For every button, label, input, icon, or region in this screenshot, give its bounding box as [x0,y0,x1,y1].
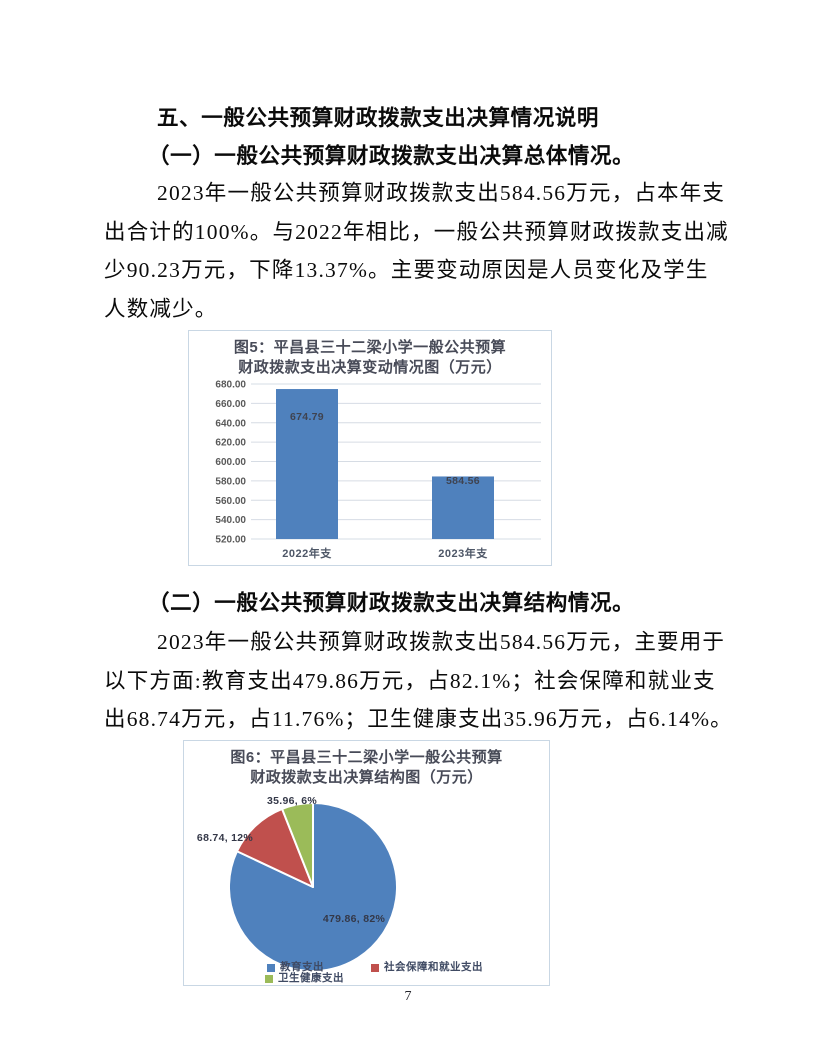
figure6-title-line2: 财政拨款支出决算结构图（万元） [250,768,483,786]
page-number: 7 [404,989,412,1004]
legend-marker [267,963,275,972]
paragraph-line: 少90.23万元，下降13.37%。主要变动原因是人员变化及学生 [104,258,709,282]
figure6-title: 图6：平昌县三十二梁小学一般公共预算 财政拨款支出决算结构图（万元） [184,748,549,787]
y-axis-tick-label: 620.00 [215,438,246,449]
subsection-1-heading: （一）一般公共预算财政拨款支出决算总体情况。 [148,144,635,168]
figure5-title: 图5：平昌县三十二梁小学一般公共预算 财政拨款支出决算变动情况图（万元） [189,338,551,377]
y-axis-tick-label: 560.00 [215,496,246,507]
section-heading: 五、一般公共预算财政拨款支出决算情况说明 [157,106,600,130]
bar-value-label: 674.79 [290,411,324,423]
bar-value-label: 584.56 [446,475,480,487]
figure5-title-line2: 财政拨款支出决算变动情况图（万元） [238,358,502,376]
legend-label: 教育支出 [280,961,324,973]
paragraph-line: 出68.74万元，占11.76%；卫生健康支出35.96万元，占6.14%。 [104,707,733,731]
y-axis-tick-label: 680.00 [215,380,246,391]
bar-2022年支 [276,389,338,539]
legend-item-教育支出: 教育支出 [267,962,324,973]
legend-marker [371,963,379,972]
figure5-title-line1: 图5：平昌县三十二梁小学一般公共预算 [233,339,507,356]
x-axis-category-label: 2022年支 [282,546,332,560]
y-axis-tick-label: 660.00 [215,399,246,410]
figure6-pie-chart: 479.86, 82% 68.74, 12% 35.96, 6% 教育支出 社会保障和… [183,740,550,986]
y-axis-tick-label: 540.00 [215,515,246,526]
paragraph-line: 出合计的100%。与2022年相比，一般公共预算财政拨款支出减 [104,219,729,244]
paragraph-line: 2023年一般公共预算财政拨款支出584.56万元，占本年支 [157,181,726,205]
y-axis-tick-label: 520.00 [215,535,246,546]
y-axis-tick-label: 580.00 [215,476,246,487]
legend-marker [265,974,273,983]
legend-label: 社会保障和就业支出 [384,961,483,973]
subsection-2-heading: （二）一般公共预算财政拨款支出决算结构情况。 [148,591,635,615]
y-axis-tick-label: 600.00 [215,457,246,468]
paragraph-line: 2023年一般公共预算财政拨款支出584.56万元，主要用于 [157,630,726,654]
pie-slice-卫生健康支出 [281,802,314,888]
legend-label: 卫生健康支出 [278,972,344,984]
paragraph-line: 以下方面:教育支出479.86万元，占82.1%；社会保障和就业支 [104,668,716,693]
pie-slice-label: 35.96, 6% [267,795,317,807]
pie-slice-label: 68.74, 12% [196,832,254,844]
legend-item-社会保障和就业支出: 社会保障和就业支出 [371,962,483,973]
paragraph-line: 人数减少。 [104,296,218,321]
pie-chart-plot [227,802,398,972]
y-axis-tick-label: 640.00 [215,418,246,429]
figure5-bar-chart: 680.00 660.00 640.00 620.00 600.00 580.00 560.… [188,330,552,566]
x-axis-category-label: 2023年支 [438,546,488,560]
pie-slice-label: 479.86, 82% [322,913,386,925]
pie-slice-社会保障和就业支出 [235,807,314,888]
bar-2023年支 [432,476,494,539]
bar-chart-plot: 680.00 660.00 640.00 620.00 600.00 580.00 560.… [215,380,541,560]
legend-item-卫生健康支出: 卫生健康支出 [265,973,344,984]
figure6-title-line1: 图6：平昌县三十二梁小学一般公共预算 [230,749,503,766]
